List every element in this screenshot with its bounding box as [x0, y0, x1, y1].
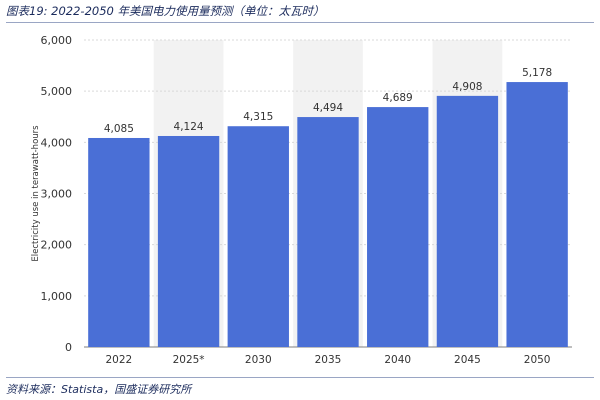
y-tick-label: 4,000 [41, 136, 73, 149]
bar [367, 107, 429, 347]
x-tick-label: 2050 [524, 354, 551, 366]
x-tick-label: 2035 [315, 354, 342, 366]
bar [157, 135, 220, 347]
chart-title: 图表19: 2022-2050 年美国电力使用量预测（单位：太瓦时） [6, 4, 325, 18]
y-tick-label: 0 [65, 341, 72, 354]
data-label: 4,908 [452, 81, 482, 93]
data-label: 4,494 [313, 102, 343, 114]
title-divider [6, 22, 594, 23]
y-tick-label: 3,000 [41, 188, 73, 201]
y-tick-label: 5,000 [41, 85, 73, 98]
bar [436, 95, 499, 348]
y-tick-label: 2,000 [41, 239, 73, 252]
bar-chart: 0 1,000 2,000 3,000 4,000 5,000 6,000 4,085 2022… [31, 34, 572, 366]
x-tick-label: 2022 [105, 354, 132, 366]
y-tick-label: 1,000 [41, 290, 73, 303]
source-note: 资料来源：Statista，国盛证券研究所 [6, 383, 192, 396]
bar [227, 126, 289, 347]
chart-area: 0 1,000 2,000 3,000 4,000 5,000 6,000 4,085 2022… [0, 24, 600, 374]
data-label: 4,124 [174, 121, 204, 133]
x-tick-label: 2030 [245, 354, 272, 366]
data-label: 4,085 [104, 123, 134, 135]
y-tick-label: 6,000 [41, 34, 73, 47]
bar [88, 137, 150, 347]
x-tick-label: 2045 [454, 354, 481, 366]
data-label: 4,689 [383, 92, 413, 104]
x-tick-label: 2040 [384, 354, 411, 366]
bar [506, 82, 568, 348]
bar [297, 117, 359, 347]
y-axis-title: Electricity use in terawatt-hours [31, 125, 41, 262]
data-label: 4,315 [243, 111, 273, 123]
x-tick-label: 2025* [173, 354, 205, 366]
source-divider [6, 377, 594, 378]
data-label: 5,178 [522, 67, 552, 79]
